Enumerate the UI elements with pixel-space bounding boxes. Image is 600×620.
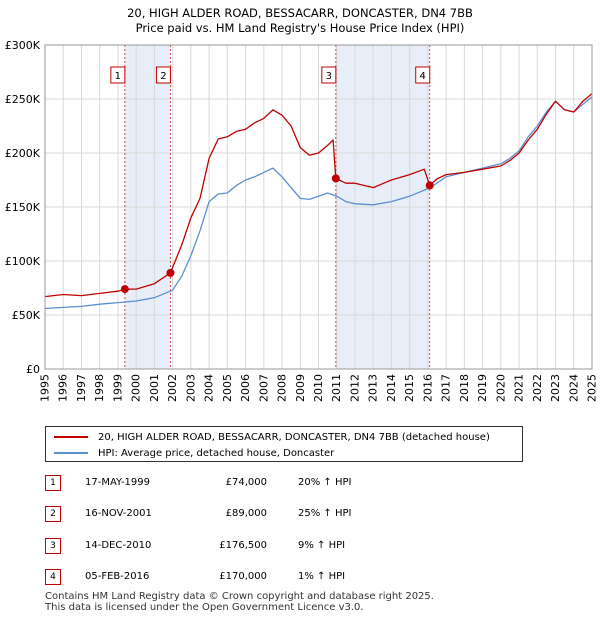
x-tick-label: 1997 [75,374,88,402]
legend: 20, HIGH ALDER ROAD, BESSACARR, DONCASTE… [45,426,523,462]
x-tick-label: 2001 [148,374,161,402]
transaction-number-badge: 4 [45,569,61,585]
x-tick-label: 2017 [440,374,453,402]
y-tick-label: £300K [5,39,41,52]
legend-item-property: 20, HIGH ALDER ROAD, BESSACARR, DONCASTE… [54,429,490,445]
x-tick-label: 2015 [403,374,416,402]
x-tick-label: 2021 [513,374,526,402]
footer-licence: This data is licensed under the Open Gov… [45,602,364,613]
footer: Contains HM Land Registry data © Crown c… [45,591,434,613]
transaction-point [331,174,340,183]
legend-item-hpi: HPI: Average price, detached house, Donc… [54,445,334,461]
footer-copyright: Contains HM Land Registry data © Crown c… [45,591,434,602]
transaction-point [120,285,129,294]
transaction-label-box [321,66,337,84]
transaction-point [166,268,175,277]
transaction-row: 1 17-MAY-1999 £74,000 20% ↑ HPI [45,475,465,493]
chart: 1 2 3 4 £0 £50K £100K £150K £200K £250K £300K 1995… [5,39,599,402]
transaction-date: 17-MAY-1999 [85,477,151,488]
x-tick-label: 1996 [57,374,70,402]
x-tick-label: 2012 [348,374,361,402]
legend-label-hpi: HPI: Average price, detached house, Donc… [98,447,335,459]
transaction-price: £74,000 [225,477,267,488]
x-tick-label: 2018 [458,374,471,402]
transaction-label-box [110,66,126,84]
transaction-price: £170,000 [219,571,267,582]
transaction-label: 2 [160,71,166,82]
transaction-number-badge: 1 [45,475,61,491]
x-tick-label: 2024 [567,374,580,402]
x-tick-label: 2025 [586,374,599,402]
transaction-label: 3 [326,71,332,82]
x-tick-label: 2016 [421,374,434,402]
x-tick-label: 2023 [549,374,562,402]
chart-title: 20, HIGH ALDER ROAD, BESSACARR, DONCASTE… [127,6,473,20]
hpi-line [44,96,593,310]
transaction-row: 3 14-DEC-2010 £176,500 9% ↑ HPI [45,538,465,556]
x-tick-label: 2013 [367,374,380,402]
x-tick-label: 2002 [166,374,179,402]
x-tick-label: 2014 [385,374,398,402]
y-tick-label: £100K [5,255,41,268]
x-tick-label: 2011 [330,374,343,402]
transaction-hpi-change: 25% ↑ HPI [298,508,352,519]
x-tick-label: 2020 [494,374,507,402]
property-price-line [44,93,593,298]
transaction-number-badge: 2 [45,506,61,522]
x-tick-label: 2004 [203,374,216,402]
transaction-label: 4 [420,71,426,82]
transaction-date: 05-FEB-2016 [85,571,150,582]
x-tick-label: 2005 [221,374,234,402]
x-tick-label: 2003 [184,374,197,402]
y-tick-label: £0 [26,363,40,376]
x-tick-label: 2009 [294,374,307,402]
x-tick-label: 2007 [257,374,270,402]
transaction-row: 4 05-FEB-2016 £170,000 1% ↑ HPI [45,569,465,587]
transaction-date: 14-DEC-2010 [85,540,152,551]
x-tick-label: 2022 [531,374,544,402]
x-tick-label: 1999 [111,374,124,402]
transaction-number-badge: 3 [45,538,61,554]
transaction-label-box [155,66,171,84]
y-tick-label: £50K [12,309,41,322]
transaction-date: 16-NOV-2001 [85,508,152,519]
x-tick-label: 2008 [276,374,289,402]
y-tick-label: £200K [5,147,41,160]
transaction-price: £89,000 [225,508,267,519]
x-tick-label: 2010 [312,374,325,402]
x-tick-label: 2019 [476,374,489,402]
x-tick-label: 1998 [93,374,106,402]
x-tick-label: 2000 [130,374,143,402]
legend-label-property: 20, HIGH ALDER ROAD, BESSACARR, DONCASTE… [98,431,490,443]
chart-subtitle: Price paid vs. HM Land Registry's House … [135,21,465,35]
transaction-row: 2 16-NOV-2001 £89,000 25% ↑ HPI [45,506,465,524]
legend-swatch-hpi [54,452,88,454]
transaction-label: 1 [115,71,121,82]
transaction-hpi-change: 1% ↑ HPI [298,571,346,582]
transaction-label-box [415,66,431,84]
transaction-hpi-change: 9% ↑ HPI [298,540,346,551]
x-tick-label: 2006 [239,374,252,402]
plot-frame [44,44,593,370]
transaction-hpi-change: 20% ↑ HPI [298,477,352,488]
y-tick-label: £250K [5,93,41,106]
legend-swatch-property [54,436,88,438]
x-tick-label: 1995 [39,374,52,402]
y-tick-label: £150K [5,201,41,214]
transaction-point [425,181,434,190]
transaction-price: £176,500 [219,540,267,551]
